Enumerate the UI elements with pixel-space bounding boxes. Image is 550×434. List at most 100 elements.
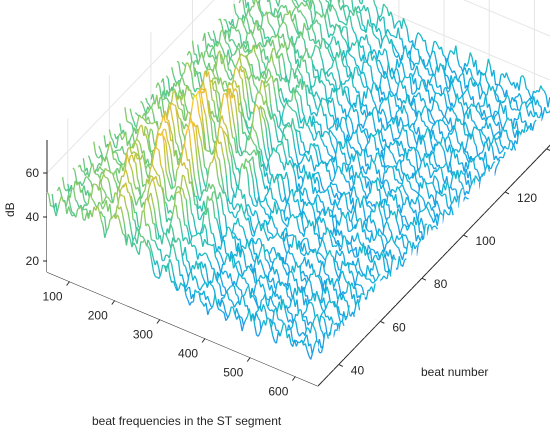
surface-segment <box>342 37 346 41</box>
surface-segment <box>453 70 457 76</box>
surface-segment <box>270 53 274 64</box>
surface-segment <box>424 105 428 109</box>
surface-segment <box>249 15 253 18</box>
surface-segment <box>415 32 419 39</box>
surface-segment <box>309 56 313 61</box>
surface-segment <box>370 93 374 101</box>
surface-segment <box>212 30 216 38</box>
surface-segment <box>345 4 349 7</box>
surface-segment <box>433 99 436 102</box>
surface-segment <box>358 96 362 112</box>
surface-segment <box>485 116 489 122</box>
surface-segment <box>396 51 399 54</box>
surface-segment <box>382 124 386 131</box>
surface-segment <box>365 19 369 33</box>
surface-segment <box>442 65 447 76</box>
surface-segment <box>128 121 131 124</box>
surface-segment <box>281 77 285 80</box>
surface-segment <box>205 43 209 51</box>
surface-segment <box>364 143 368 149</box>
surface-segment <box>448 80 452 91</box>
surface-segment <box>261 61 265 64</box>
surface-segment <box>344 39 348 45</box>
surface-segment <box>297 4 301 9</box>
surface-segment <box>336 67 340 74</box>
surface-segment <box>383 48 387 52</box>
surface-segment <box>372 99 376 104</box>
surface-segment <box>320 3 324 14</box>
surface-segment <box>396 68 400 77</box>
surface-segment <box>488 103 492 115</box>
surface-segment <box>525 88 529 91</box>
surface-segment <box>393 75 397 83</box>
surface-segment <box>498 136 502 146</box>
surface-segment <box>412 123 416 132</box>
surface-segment <box>395 139 399 147</box>
surface-segment <box>481 149 484 154</box>
surface-segment <box>228 26 232 39</box>
surface-segment <box>533 119 537 123</box>
surface-segment <box>299 10 303 15</box>
surface-segment <box>256 56 260 63</box>
surface-segment <box>297 68 301 74</box>
surface-segment <box>253 0 256 7</box>
surface-segment <box>482 133 486 137</box>
surface-segment <box>311 84 315 88</box>
surface-segment <box>458 97 461 100</box>
surface-segment <box>275 150 278 153</box>
surface-segment <box>519 104 523 112</box>
surface-segment <box>427 89 431 104</box>
surface-segment <box>359 126 363 134</box>
surface-segment <box>477 128 480 132</box>
surface-segment <box>444 109 448 118</box>
surface-segment <box>439 63 443 67</box>
surface-segment <box>457 58 461 67</box>
surface-segment <box>342 162 346 164</box>
surface-segment <box>487 164 491 172</box>
surface-segment <box>362 129 366 135</box>
surface-segment <box>225 42 229 45</box>
surface-segment <box>319 38 323 49</box>
surface-segment <box>211 99 215 102</box>
surface-segment <box>361 24 365 27</box>
surface-segment <box>370 25 375 35</box>
surface-segment <box>367 155 370 158</box>
surface-segment <box>258 24 262 30</box>
surface-segment <box>416 65 420 76</box>
surface-segment <box>463 161 467 172</box>
surface-segment <box>431 170 435 176</box>
surface-segment <box>475 59 479 76</box>
surface-segment <box>320 68 324 71</box>
surface-segment <box>500 86 504 91</box>
surface-segment <box>491 147 495 160</box>
surface-segment <box>259 49 263 62</box>
surface-segment <box>395 81 399 85</box>
surface-segment <box>329 0 332 8</box>
surface-segment <box>345 96 349 103</box>
surface-segment <box>392 50 396 57</box>
surface-segment <box>489 65 493 77</box>
surface-segment <box>439 166 442 170</box>
surface-segment <box>374 25 378 33</box>
surface-segment <box>481 171 485 177</box>
surface-segment <box>497 156 501 161</box>
surface-segment <box>522 75 526 80</box>
surface-segment <box>285 13 289 16</box>
surface-segment <box>381 74 384 78</box>
surface-segment <box>464 121 468 126</box>
surface-segment <box>457 142 461 145</box>
surface-segment <box>288 68 292 83</box>
surface-segment <box>455 78 459 82</box>
surface-segment <box>261 45 264 48</box>
surface-segment <box>366 129 370 139</box>
surface-segment <box>466 125 470 133</box>
surface-segment <box>363 72 367 79</box>
surface-segment <box>459 65 462 68</box>
surface-segment <box>353 31 357 35</box>
surface-segment <box>346 43 350 52</box>
surface-segment <box>456 93 460 104</box>
surface-segment <box>495 163 499 168</box>
surface-segment <box>252 36 256 41</box>
surface-segment <box>433 51 437 61</box>
surface-segment <box>346 27 350 46</box>
